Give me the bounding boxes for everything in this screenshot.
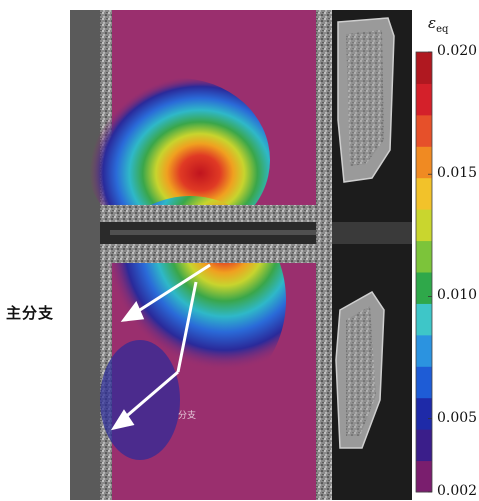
colorbar-segment: [416, 303, 432, 336]
lower-grip-block-inner: [346, 306, 376, 436]
colorbar-segment: [416, 397, 432, 430]
colorbar-tick-label: 0.020: [437, 43, 478, 59]
colorbar-segment: [416, 83, 432, 116]
main-branch-arrows: [110, 263, 211, 431]
colorbar-segment: [416, 272, 432, 304]
colorbar: [415, 51, 433, 493]
right-notch-extension: [332, 222, 412, 244]
lower-strain-tail: [100, 340, 180, 460]
upper-grip-block-inner: [346, 30, 384, 166]
notch-slot-highlight: [110, 230, 330, 235]
colorbar-segment: [416, 177, 432, 210]
main-branch-label: 主分支: [6, 304, 55, 322]
colorbar-tick-label: 0.015: [437, 165, 478, 182]
sub-branch-label: 分支: [178, 411, 197, 421]
colorbar-segment: [416, 429, 432, 462]
colorbar-tick-label: 0.010: [437, 287, 478, 304]
colorbar-tick-label: 0.005: [437, 409, 478, 426]
colorbar-frame: [415, 51, 433, 493]
colorbar-segment: [416, 460, 432, 493]
left-specimen-strip: [70, 10, 100, 500]
upper-strain-concentration: [86, 78, 270, 242]
colorbar-title: εeq: [428, 14, 449, 35]
colorbar-segment: [416, 52, 432, 84]
colorbar-tick-label: 0.002: [437, 483, 478, 499]
colorbar-segment: [416, 209, 432, 242]
colorbar-segment: [416, 146, 432, 179]
colorbar-segment: [416, 240, 432, 273]
colorbar-segment: [416, 114, 432, 147]
colorbar-segment: [416, 366, 432, 399]
right-speckle-edge: [316, 10, 332, 500]
colorbar-segment: [416, 334, 432, 367]
